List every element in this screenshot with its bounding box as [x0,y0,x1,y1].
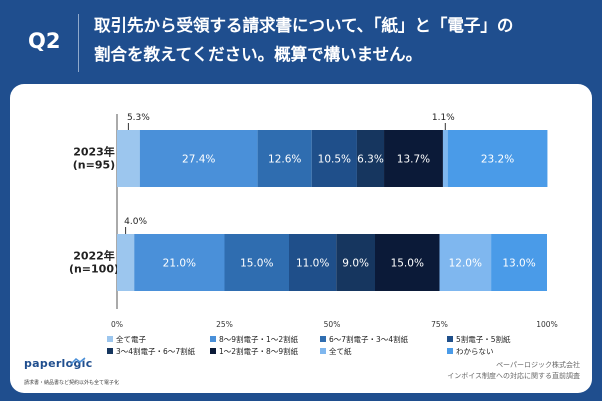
category-label: 2023年(n=95) [73,145,115,172]
data-label: 15.0% [240,258,273,270]
stacked-bar-chart: 2023年(n=95) 2022年(n=100) 5.3% 27.4% 12.6% 10.… [69,113,558,356]
bar-segment [491,234,547,291]
bar-segment [117,234,135,291]
legend-label: 3～4割電子・6～7割紙 [116,346,196,356]
legend-swatch [447,348,453,354]
bar-segment [336,234,375,291]
header: Q2 取引先から受領する請求書について、「紙」と「電子」の 割合を教えてください… [0,0,602,84]
legend-swatch [447,336,453,342]
question-text: 取引先から受領する請求書について、「紙」と「電子」の 割合を教えてください。概算… [94,16,514,64]
x-tick-label: 50% [324,320,341,329]
bar-segment [117,130,140,187]
bar-segment [289,234,337,291]
legend-swatch [107,348,113,354]
bar-segment [384,130,443,187]
data-label: 23.2% [481,154,514,166]
bar-segment [311,130,357,187]
chart-card: 2023年(n=95) 2022年(n=100) 5.3% 27.4% 12.6% 10.… [10,84,592,393]
x-tick-label: 25% [216,320,233,329]
data-label: 27.4% [182,154,215,166]
data-label: 12.0% [449,258,482,270]
bar-segment [139,130,258,187]
bar-segment [356,130,385,187]
data-label: 4.0% [124,217,147,227]
x-tick-label: 0% [111,320,123,329]
data-label: 13.7% [397,154,430,166]
legend-label: 全て紙 [329,346,352,356]
legend-swatch [210,348,216,354]
data-label: 6.3% [357,154,384,166]
data-label: 15.0% [391,258,424,270]
logo-mark-icon [70,357,86,365]
legend-label: 6～7割電子・3～4割紙 [329,334,409,344]
legend-label: 8～9割電子・1～2割紙 [219,334,299,344]
header-divider [78,14,79,72]
legend-label: わからない [456,347,494,356]
data-label: 9.0% [342,258,369,270]
legend-label: 全て電子 [116,334,146,344]
legend-swatch [107,336,113,342]
legend-swatch [320,348,326,354]
x-tick-label: 75% [431,320,448,329]
data-label: 1.1% [432,113,455,123]
logo-tagline: 請求書・納品書など契約以外も全て電子化 [24,380,120,386]
legend-label: 1～2割電子・8～9割紙 [219,346,299,356]
data-label: 5.3% [127,113,150,123]
data-label: 11.0% [296,258,329,270]
bar-segment [224,234,289,291]
data-label: 10.5% [318,154,351,166]
question-number: Q2 [28,29,61,53]
source-company: ペーパーロジック株式会社 [496,361,580,369]
bar-segment [442,130,448,187]
data-label: 13.0% [502,258,535,270]
bar-segment [375,234,440,291]
bar-segment [134,234,225,291]
legend-label: 5割電子・5割紙 [456,334,511,344]
source-survey: インボイス制度への対応に関する直前調査 [447,372,580,380]
legend-swatch [210,336,216,342]
source-note: ペーパーロジック株式会社 インボイス制度への対応に関する直前調査 [447,360,580,382]
data-label: 12.6% [268,154,301,166]
bar-segment [439,234,492,291]
bar-segment [447,130,548,187]
bar-segment [257,130,312,187]
legend-swatch [320,336,326,342]
x-tick-label: 100% [536,320,557,329]
category-label: 2022年(n=100) [69,249,119,276]
data-label: 21.0% [163,258,196,270]
